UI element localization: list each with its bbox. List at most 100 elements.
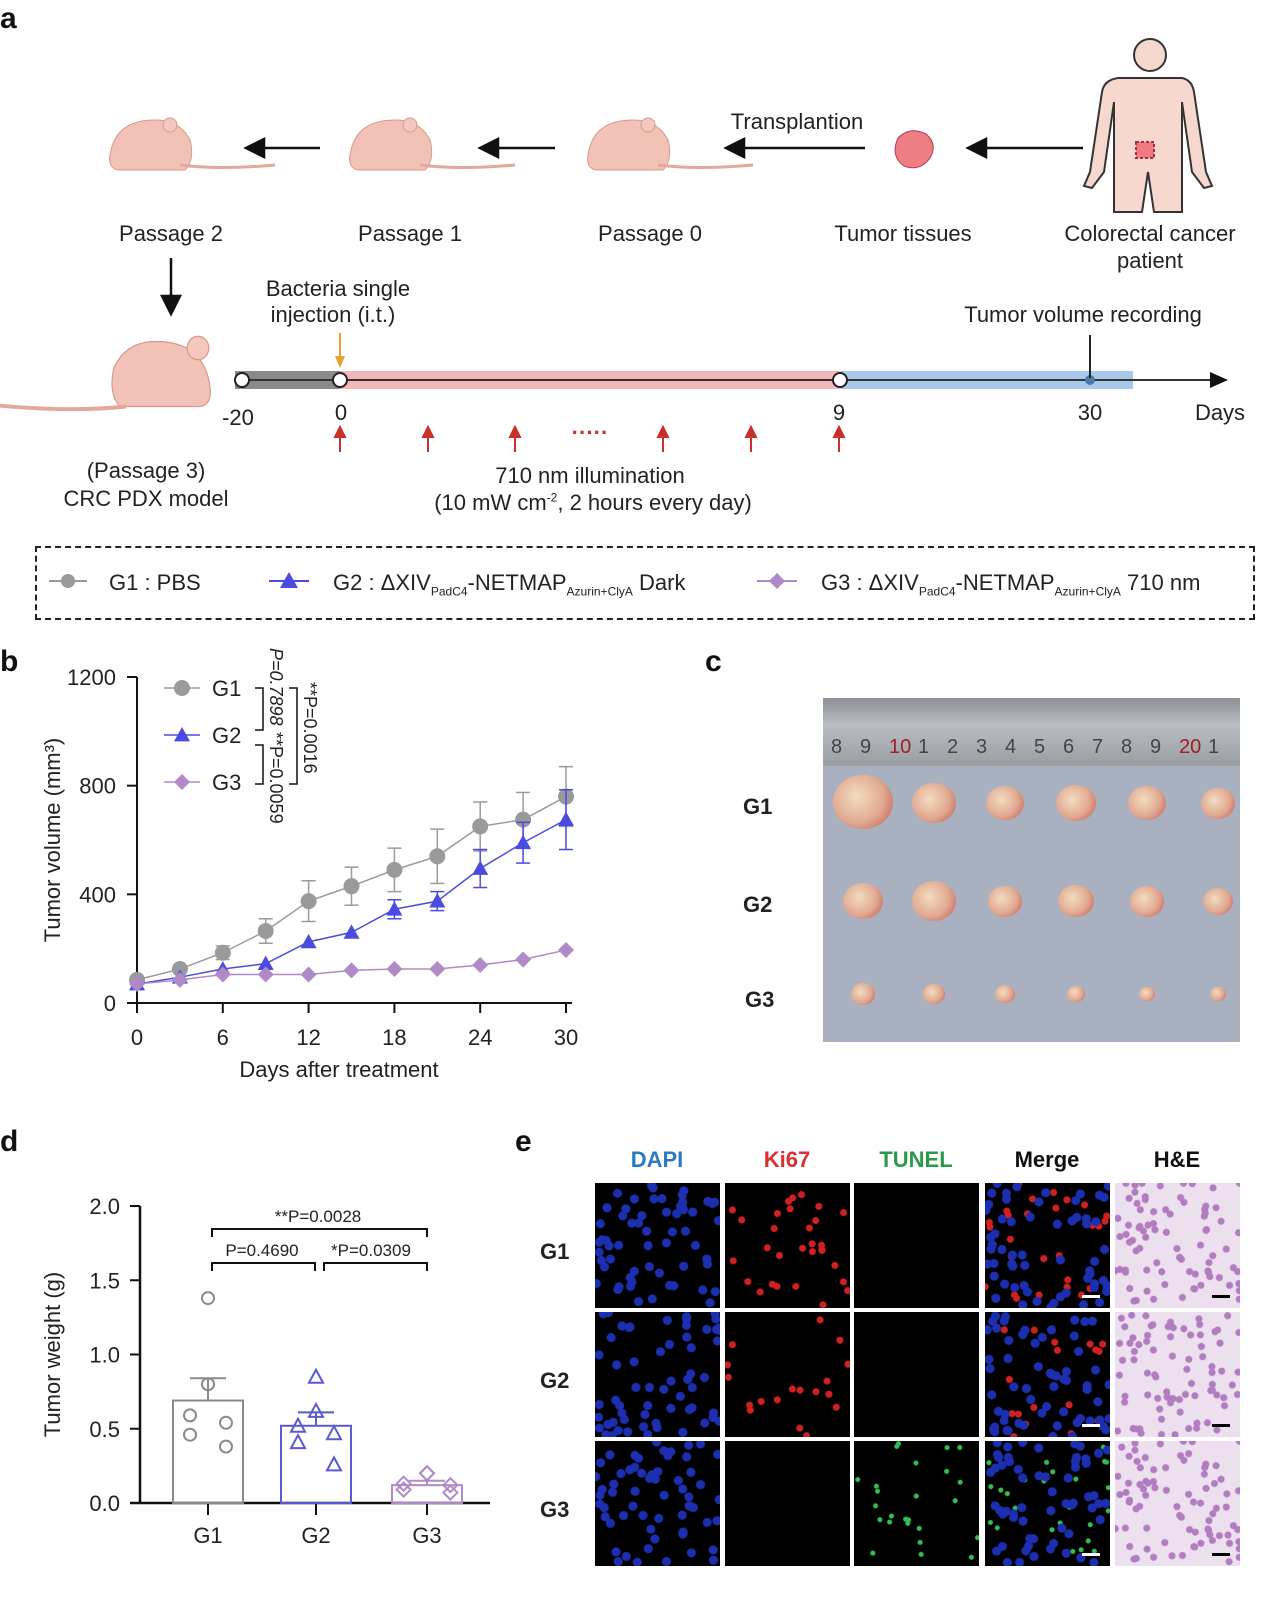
data-point [429, 848, 446, 865]
tumor-specimen [1201, 788, 1235, 819]
tumor-weight-chart: 0.0 0.5 1.0 1.5 2.0 Tumor weight (g) G1 G2 G3 **P… [40, 1194, 490, 1548]
panel-label-a: a [0, 2, 17, 35]
tumor-specimen [912, 881, 956, 921]
mouse-tail [419, 163, 516, 169]
ruler-mark: 9 [860, 736, 872, 758]
data-point [395, 1475, 413, 1493]
timeline-tick: -20 [222, 405, 254, 430]
light-arrow-head [421, 424, 435, 438]
tumor-specimen [1139, 987, 1155, 1002]
column-header: Merge [1014, 1147, 1080, 1172]
data-point [289, 1433, 307, 1450]
tumor-specimen [912, 783, 956, 823]
column-header: Ki67 [763, 1147, 811, 1172]
light-arrow-head [333, 424, 347, 438]
series-G2: G2 [129, 723, 574, 991]
data-point [472, 956, 489, 973]
data-point [418, 1464, 436, 1482]
series-G1: G1 [129, 676, 574, 988]
mouse-tail [0, 403, 127, 412]
data-point [174, 680, 190, 696]
y-tick-label: 0 [104, 991, 116, 1016]
row-label: G1 [743, 794, 773, 819]
group-legend: G1 : PBS G2 : ΔXIVPadC4-NETMAPAzurin+Cly… [35, 546, 1255, 620]
data-point [300, 966, 317, 983]
data-point [472, 860, 489, 875]
stat-bracket [255, 744, 264, 785]
recording-label: Tumor volume recording [964, 302, 1202, 327]
data-point [214, 944, 231, 961]
mouse-passage-1 [349, 117, 516, 171]
panel-label-e: e [515, 1125, 532, 1158]
tumor-specimen [1210, 987, 1226, 1002]
schematic-graphics [0, 38, 1228, 452]
micrograph-ki67-g2 [725, 1312, 850, 1437]
step-label: Tumor tissues [834, 221, 972, 246]
ruler-mark: 6 [1063, 736, 1075, 758]
light-arrow-head [656, 424, 670, 438]
mouse-pdx-model [0, 335, 211, 412]
y-tick-label: 0.0 [89, 1491, 120, 1516]
tumor-specimen [1203, 888, 1233, 915]
panel-label-c: c [705, 645, 722, 678]
data-point [343, 878, 360, 895]
scale-bar [1212, 1424, 1230, 1427]
data-point [174, 774, 190, 790]
data-point [472, 818, 489, 835]
ellipsis: ····· [571, 420, 609, 445]
stat-bracket [211, 1262, 316, 1271]
injection-label: Bacteria single [265, 276, 411, 301]
data-point [201, 1377, 215, 1392]
data-point [307, 1401, 325, 1418]
injection-label: injection (i.t.) [270, 302, 396, 327]
x-tick-label: 0 [131, 1025, 143, 1050]
micrograph-tunel-g1 [854, 1183, 979, 1308]
panel-label-b: b [0, 645, 19, 678]
stat-bracket [289, 687, 298, 785]
stat-bracket [211, 1228, 428, 1237]
stat-bracket [323, 1262, 428, 1271]
data-point [441, 1476, 459, 1494]
y-tick-label: 400 [79, 882, 116, 907]
mouse-ear [186, 335, 210, 361]
x-axis-label: Days after treatment [239, 1057, 438, 1082]
data-point [257, 955, 274, 971]
legend-g1: G1 : PBS [109, 570, 201, 595]
model-label: CRC PDX model [63, 486, 229, 511]
timeline-tick: 30 [1077, 400, 1103, 425]
ruler-mark: 9 [1150, 736, 1162, 758]
ruler-mark: 10 [889, 736, 912, 758]
x-tick-label: G2 [301, 1523, 330, 1548]
illumination-label: (10 mW cm-2, 2 hours every day) [434, 490, 752, 515]
tumor-specimen [1056, 785, 1096, 821]
data-point [386, 861, 403, 878]
mouse-ear [162, 117, 178, 133]
y-tick-label: 1200 [67, 665, 116, 690]
micrograph-tunel-g2 [854, 1312, 979, 1437]
data-point [171, 961, 188, 978]
ruler-mark: 3 [976, 736, 988, 758]
tumor-specimen [988, 886, 1022, 917]
x-tick-label: 24 [468, 1025, 492, 1050]
light-arrow-head [744, 424, 758, 438]
micrograph-ki67-g3 [725, 1441, 850, 1566]
y-tick-label: 1.0 [89, 1343, 120, 1368]
tumor-specimen [1128, 786, 1166, 821]
timeline [234, 333, 1228, 452]
legend-label: G1 [212, 676, 241, 701]
data-point [183, 1427, 197, 1442]
row-label: G3 [745, 987, 775, 1012]
ruler-mark: 20 [1179, 736, 1202, 758]
tumor-volume-chart: 0 400 800 1200 0 6 12 18 24 30 Days after treatmen… [40, 648, 578, 1082]
stat-label: *P=0.0309 [331, 1241, 411, 1260]
data-point [343, 962, 360, 979]
tumor-specimen [923, 984, 945, 1004]
step-label: Passage 0 [598, 221, 702, 246]
data-point [307, 1367, 325, 1384]
data-point [386, 961, 403, 978]
column-header: TUNEL [879, 1147, 953, 1172]
mouse-body [109, 119, 193, 171]
data-point [300, 933, 317, 949]
mouse-body [349, 119, 433, 171]
y-tick-label: 1.5 [89, 1268, 120, 1293]
